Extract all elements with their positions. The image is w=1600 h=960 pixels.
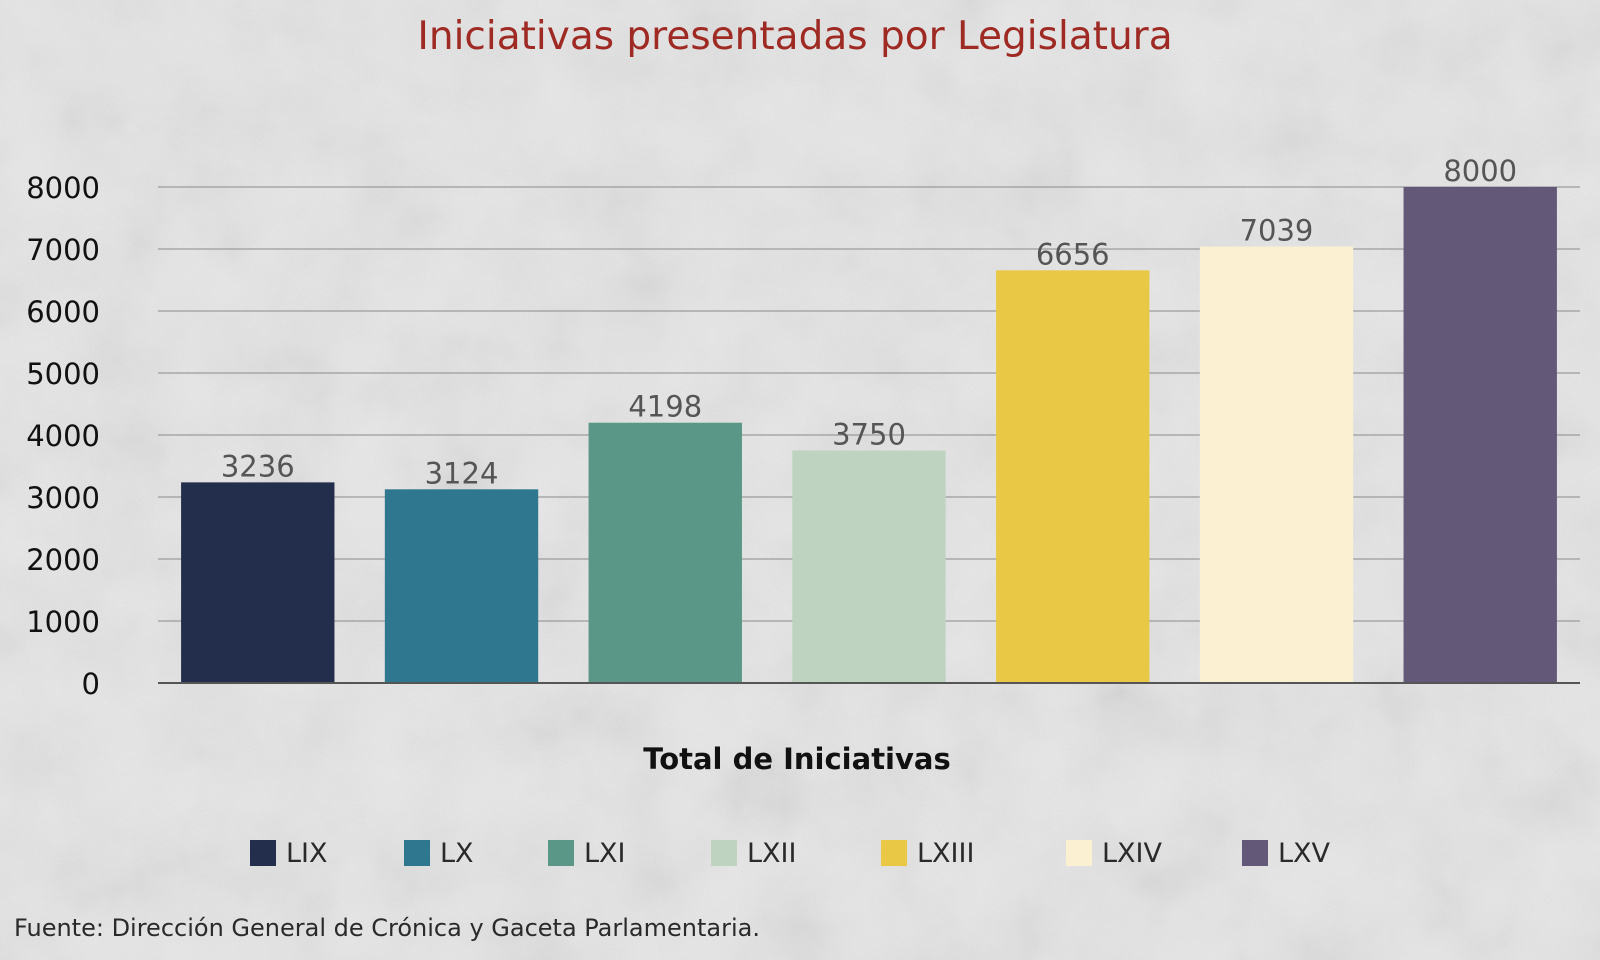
legend-label: LIX — [286, 838, 328, 869]
data-label: 3750 — [832, 418, 906, 452]
legend-label: LXII — [747, 838, 797, 869]
data-label: 4198 — [628, 390, 702, 424]
data-label: 8000 — [1443, 154, 1517, 188]
legend-item-lxi: LXI — [548, 838, 626, 874]
y-tick-label: 1000 — [26, 605, 100, 639]
x-axis-title: Total de Iniciativas — [643, 742, 951, 776]
legend-swatch — [404, 840, 430, 866]
bar-lxi — [588, 422, 742, 683]
bars — [181, 187, 1557, 683]
y-tick-label: 2000 — [26, 543, 100, 577]
legend-item-lxiii: LXIII — [881, 838, 974, 874]
y-tick-label: 6000 — [26, 295, 100, 329]
y-tick-label: 5000 — [26, 357, 100, 391]
data-label: 6656 — [1036, 237, 1110, 271]
data-labels: 3236 3124 4198 3750 6656 7039 8000 — [221, 154, 1517, 490]
y-axis-ticks: 0 1000 2000 3000 4000 5000 6000 7000 8000 — [26, 171, 100, 701]
source-note: Fuente: Dirección General de Crónica y G… — [14, 914, 760, 942]
legend-swatch — [548, 840, 574, 866]
legend-item-lxv: LXV — [1242, 838, 1330, 874]
bar-lx — [384, 489, 539, 683]
data-label: 7039 — [1240, 214, 1314, 248]
y-tick-label: 4000 — [26, 419, 100, 453]
data-label: 3236 — [221, 449, 295, 483]
legend-item-lxiv: LXIV — [1066, 838, 1162, 874]
data-label: 3124 — [425, 456, 499, 490]
bar-lix — [181, 482, 335, 683]
legend-item-lix: LIX — [250, 838, 328, 874]
legend-swatch — [711, 840, 737, 866]
y-tick-label: 8000 — [26, 171, 100, 205]
legend-item-lxii: LXII — [711, 838, 796, 874]
legend-swatch — [881, 840, 907, 866]
legend: LIX LX LXI LXII LXIII LXIV LXV — [0, 838, 1600, 878]
legend-swatch — [1242, 840, 1268, 866]
legend-swatch — [1066, 840, 1092, 866]
legend-label: LX — [440, 838, 474, 869]
y-tick-label: 0 — [82, 667, 100, 701]
legend-item-lx: LX — [404, 838, 474, 874]
bar-lxiii — [996, 270, 1150, 683]
bar-lxii — [792, 450, 946, 683]
y-tick-label: 3000 — [26, 481, 100, 515]
legend-label: LXV — [1278, 838, 1331, 869]
bar-lxiv — [1199, 246, 1354, 683]
chart-title: Iniciativas presentadas por Legislatura — [417, 14, 1173, 59]
y-tick-label: 7000 — [26, 233, 100, 267]
legend-label: LXIII — [917, 838, 975, 869]
legend-swatch — [250, 840, 276, 866]
bar-lxv — [1403, 187, 1557, 683]
legend-label: LXI — [584, 838, 626, 869]
legend-label: LXIV — [1102, 838, 1162, 869]
